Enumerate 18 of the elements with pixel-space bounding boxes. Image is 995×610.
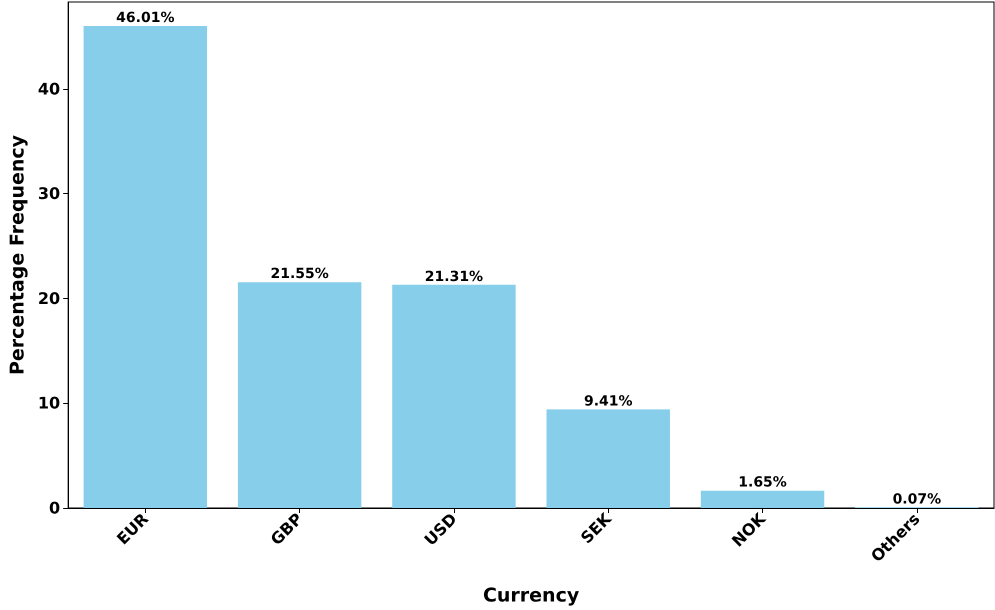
y-axis-title: Percentage Frequency <box>6 134 28 376</box>
bar <box>546 409 670 508</box>
data-label: 1.65% <box>738 474 787 491</box>
data-label: 21.31% <box>424 268 484 285</box>
bar <box>392 284 516 508</box>
data-label: 46.01% <box>116 10 174 26</box>
bar <box>84 26 208 508</box>
y-tick-label: 20 <box>38 288 60 308</box>
bar <box>700 490 824 508</box>
bar <box>238 282 362 508</box>
y-tick-label: 0 <box>49 498 60 518</box>
y-tick-label: 40 <box>38 79 60 98</box>
data-label: 9.41% <box>584 393 633 410</box>
y-tick-label: 30 <box>38 184 60 204</box>
data-label: 0.07% <box>892 491 942 508</box>
data-label: 21.55% <box>270 266 329 282</box>
x-axis-title: Currency <box>482 584 580 606</box>
y-tick-label: 10 <box>38 394 60 413</box>
